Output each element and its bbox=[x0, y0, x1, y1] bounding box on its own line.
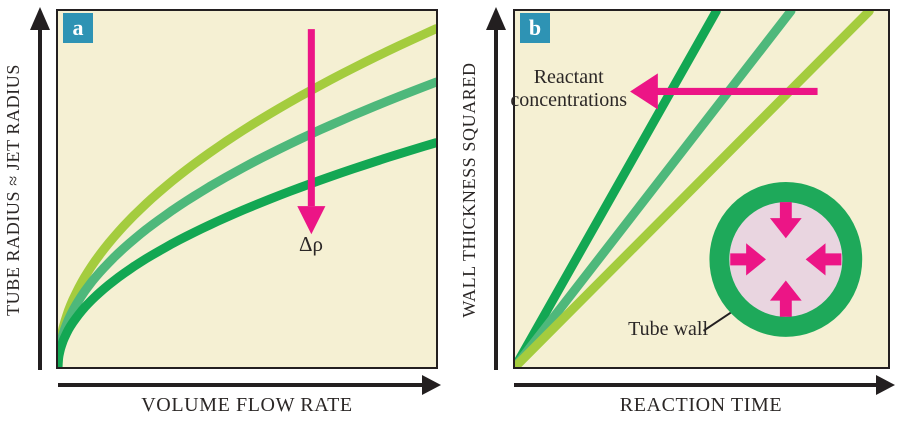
x-axis-arrowhead-b bbox=[876, 375, 895, 395]
series-light-green bbox=[515, 11, 874, 367]
series-medium-green bbox=[58, 77, 436, 367]
inset-arrow-top-icon bbox=[769, 202, 802, 239]
y-axis-arrowhead-b bbox=[486, 7, 506, 30]
series-dark-green bbox=[515, 11, 721, 367]
reactant-concentrations-annotation: Reactant concentrations bbox=[510, 66, 627, 112]
panel-a-graphics bbox=[58, 24, 436, 367]
panel-b-plot-area bbox=[513, 9, 890, 369]
concentration-arrow-head bbox=[630, 73, 658, 110]
density-arrow bbox=[297, 29, 326, 235]
delta-rho-annotation: Δρ bbox=[299, 232, 323, 256]
reactant-annotation-line1: Reactant bbox=[533, 66, 604, 88]
tube-wall-label: Tube wall bbox=[628, 318, 708, 340]
x-axis-arrowhead-a bbox=[422, 375, 441, 395]
curves-layer-a bbox=[58, 24, 436, 367]
panel-a-badge: a bbox=[63, 13, 93, 43]
series-light-green bbox=[58, 24, 436, 367]
y-axis-label-a: TUBE RADIUS ≈ JET RADIUS bbox=[3, 64, 23, 316]
inset-arrow-right-icon bbox=[805, 243, 842, 276]
inset-arrow-bottom-icon bbox=[769, 280, 802, 317]
tube-cross-section-inset bbox=[702, 181, 863, 337]
density-arrow-head bbox=[297, 206, 326, 235]
series-dark-green bbox=[58, 138, 436, 367]
panel-a-plot-area bbox=[56, 9, 438, 369]
tube-interior-circle bbox=[719, 192, 853, 327]
lines-layer-b bbox=[515, 11, 874, 367]
y-axis-arrowhead-a bbox=[30, 7, 50, 30]
tube-wall-ring bbox=[709, 181, 863, 337]
reactant-annotation-line2: concentrations bbox=[510, 89, 627, 111]
y-axis-label-b: WALL THICKNESS SQUARED bbox=[459, 62, 479, 318]
panel-b-graphics bbox=[515, 11, 874, 367]
x-axis-label-a: VOLUME FLOW RATE bbox=[141, 394, 353, 416]
series-medium-green bbox=[515, 11, 796, 367]
inset-arrow-left-icon bbox=[730, 243, 766, 276]
concentration-arrow bbox=[630, 73, 818, 110]
panel-b-badge: b bbox=[520, 13, 550, 43]
x-axis-label-b: REACTION TIME bbox=[619, 394, 783, 416]
